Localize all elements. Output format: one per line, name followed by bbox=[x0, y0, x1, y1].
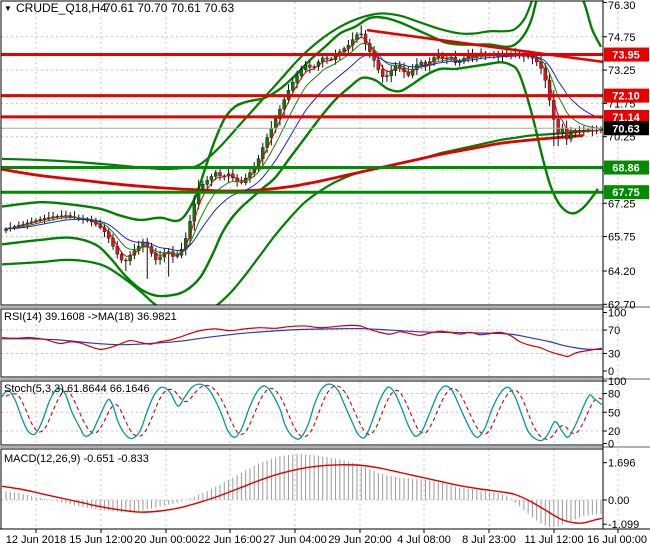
time-tick-label: 20 Jun 00:00 bbox=[134, 534, 198, 546]
bollinger-upper-fast bbox=[1, 1, 603, 223]
ema-slow-blue bbox=[5, 54, 602, 252]
stoch-k-line bbox=[1, 383, 603, 442]
price-badge-label: 73.95 bbox=[612, 50, 640, 62]
time-tick-label: 16 Jul 00:00 bbox=[587, 534, 647, 546]
price-badge bbox=[604, 160, 649, 175]
time-tick-label: 29 Jun 20:00 bbox=[328, 534, 392, 546]
macd-indicator-label: MACD(12,26,9) -0.651 -0.833 bbox=[4, 453, 149, 465]
axis-tick-label: 80 bbox=[608, 389, 620, 401]
ohlc-readout: 70.61 70.70 70.61 70.63 bbox=[104, 1, 234, 15]
stochastic-indicator-label: Stoch(5,3,3) 61.8644 66.1646 bbox=[4, 383, 150, 395]
axis-tick-label: 0.00 bbox=[608, 495, 629, 507]
price-badge-label: 71.14 bbox=[612, 112, 640, 124]
axis-tick-label: 100 bbox=[608, 308, 626, 320]
axis-tick-label: 67.25 bbox=[608, 198, 636, 210]
price-badge bbox=[604, 47, 649, 62]
price-badge bbox=[604, 121, 649, 136]
axis-tick-label: 64.20 bbox=[608, 266, 636, 278]
price-badge bbox=[604, 88, 649, 103]
time-tick-label: 22 Jun 16:00 bbox=[198, 534, 262, 546]
time-tick-label: 11 Jul 12:00 bbox=[524, 534, 583, 546]
stoch-d-line bbox=[5, 384, 603, 440]
price-badge-label: 68.86 bbox=[612, 163, 640, 175]
price-badge-label: 70.63 bbox=[612, 123, 640, 135]
price-badge bbox=[604, 185, 649, 200]
bollinger-lower-slow bbox=[1, 129, 592, 305]
axis-tick-label: 100 bbox=[608, 376, 626, 388]
main-price-panel[interactable] bbox=[0, 0, 619, 315]
bollinger-lower-fast bbox=[1, 61, 599, 298]
candles bbox=[4, 25, 603, 279]
time-tick-label: 8 Jul 23:00 bbox=[462, 534, 516, 546]
axis-tick-label: 0 bbox=[608, 366, 614, 378]
time-tick-label: 27 Jun 04:00 bbox=[263, 534, 327, 546]
rsi-panel[interactable] bbox=[0, 308, 619, 378]
axis-tick-label: -1.099 bbox=[608, 519, 639, 531]
price-badge bbox=[604, 109, 649, 124]
axis-tick-label: 65.75 bbox=[608, 232, 636, 244]
axis-tick-label: 73.25 bbox=[608, 65, 636, 77]
axis-tick-label: 30 bbox=[608, 348, 620, 360]
price-badge-label: 72.10 bbox=[612, 91, 640, 103]
rsi-ma-line bbox=[1, 327, 603, 351]
axis-tick-label: 20 bbox=[608, 426, 620, 438]
symbol-timeframe-label: CRUDE_Q18,H4 bbox=[16, 1, 107, 15]
time-tick-label: 12 Jun 2018 bbox=[6, 534, 67, 546]
axis-tick-label: 74.75 bbox=[608, 32, 636, 44]
axis-tick-label: 50 bbox=[608, 407, 620, 419]
long-ma-red bbox=[1, 134, 584, 193]
price-badge-label: 67.75 bbox=[612, 187, 640, 199]
macd-signal-line bbox=[1, 464, 603, 524]
descending-trendline[interactable] bbox=[366, 28, 604, 64]
time-tick-label: 4 Jul 08:00 bbox=[397, 534, 451, 546]
symbol-dropdown-icon[interactable]: ▼ bbox=[4, 4, 12, 13]
axis-tick-label: 0 bbox=[608, 439, 614, 451]
axis-tick-label: 62.70 bbox=[608, 299, 636, 311]
rsi-line bbox=[1, 324, 603, 358]
axis-tick-label: 70 bbox=[608, 325, 620, 337]
time-axis[interactable]: 12 Jun 2018 15 Jun 12:00 20 Jun 00:00 22 Ju… bbox=[0, 528, 650, 546]
axis-tick-label: 76.30 bbox=[608, 0, 636, 12]
rsi-indicator-label: RSI(14) 39.1608 ->MA(18) 36.9821 bbox=[4, 311, 177, 323]
axis-tick-label: 1.696 bbox=[608, 458, 636, 470]
price-axis[interactable]: 76.3074.7573.2571.7570.2568.7567.2565.75… bbox=[0, 0, 650, 531]
time-tick-label: 15 Jun 12:00 bbox=[69, 534, 133, 546]
